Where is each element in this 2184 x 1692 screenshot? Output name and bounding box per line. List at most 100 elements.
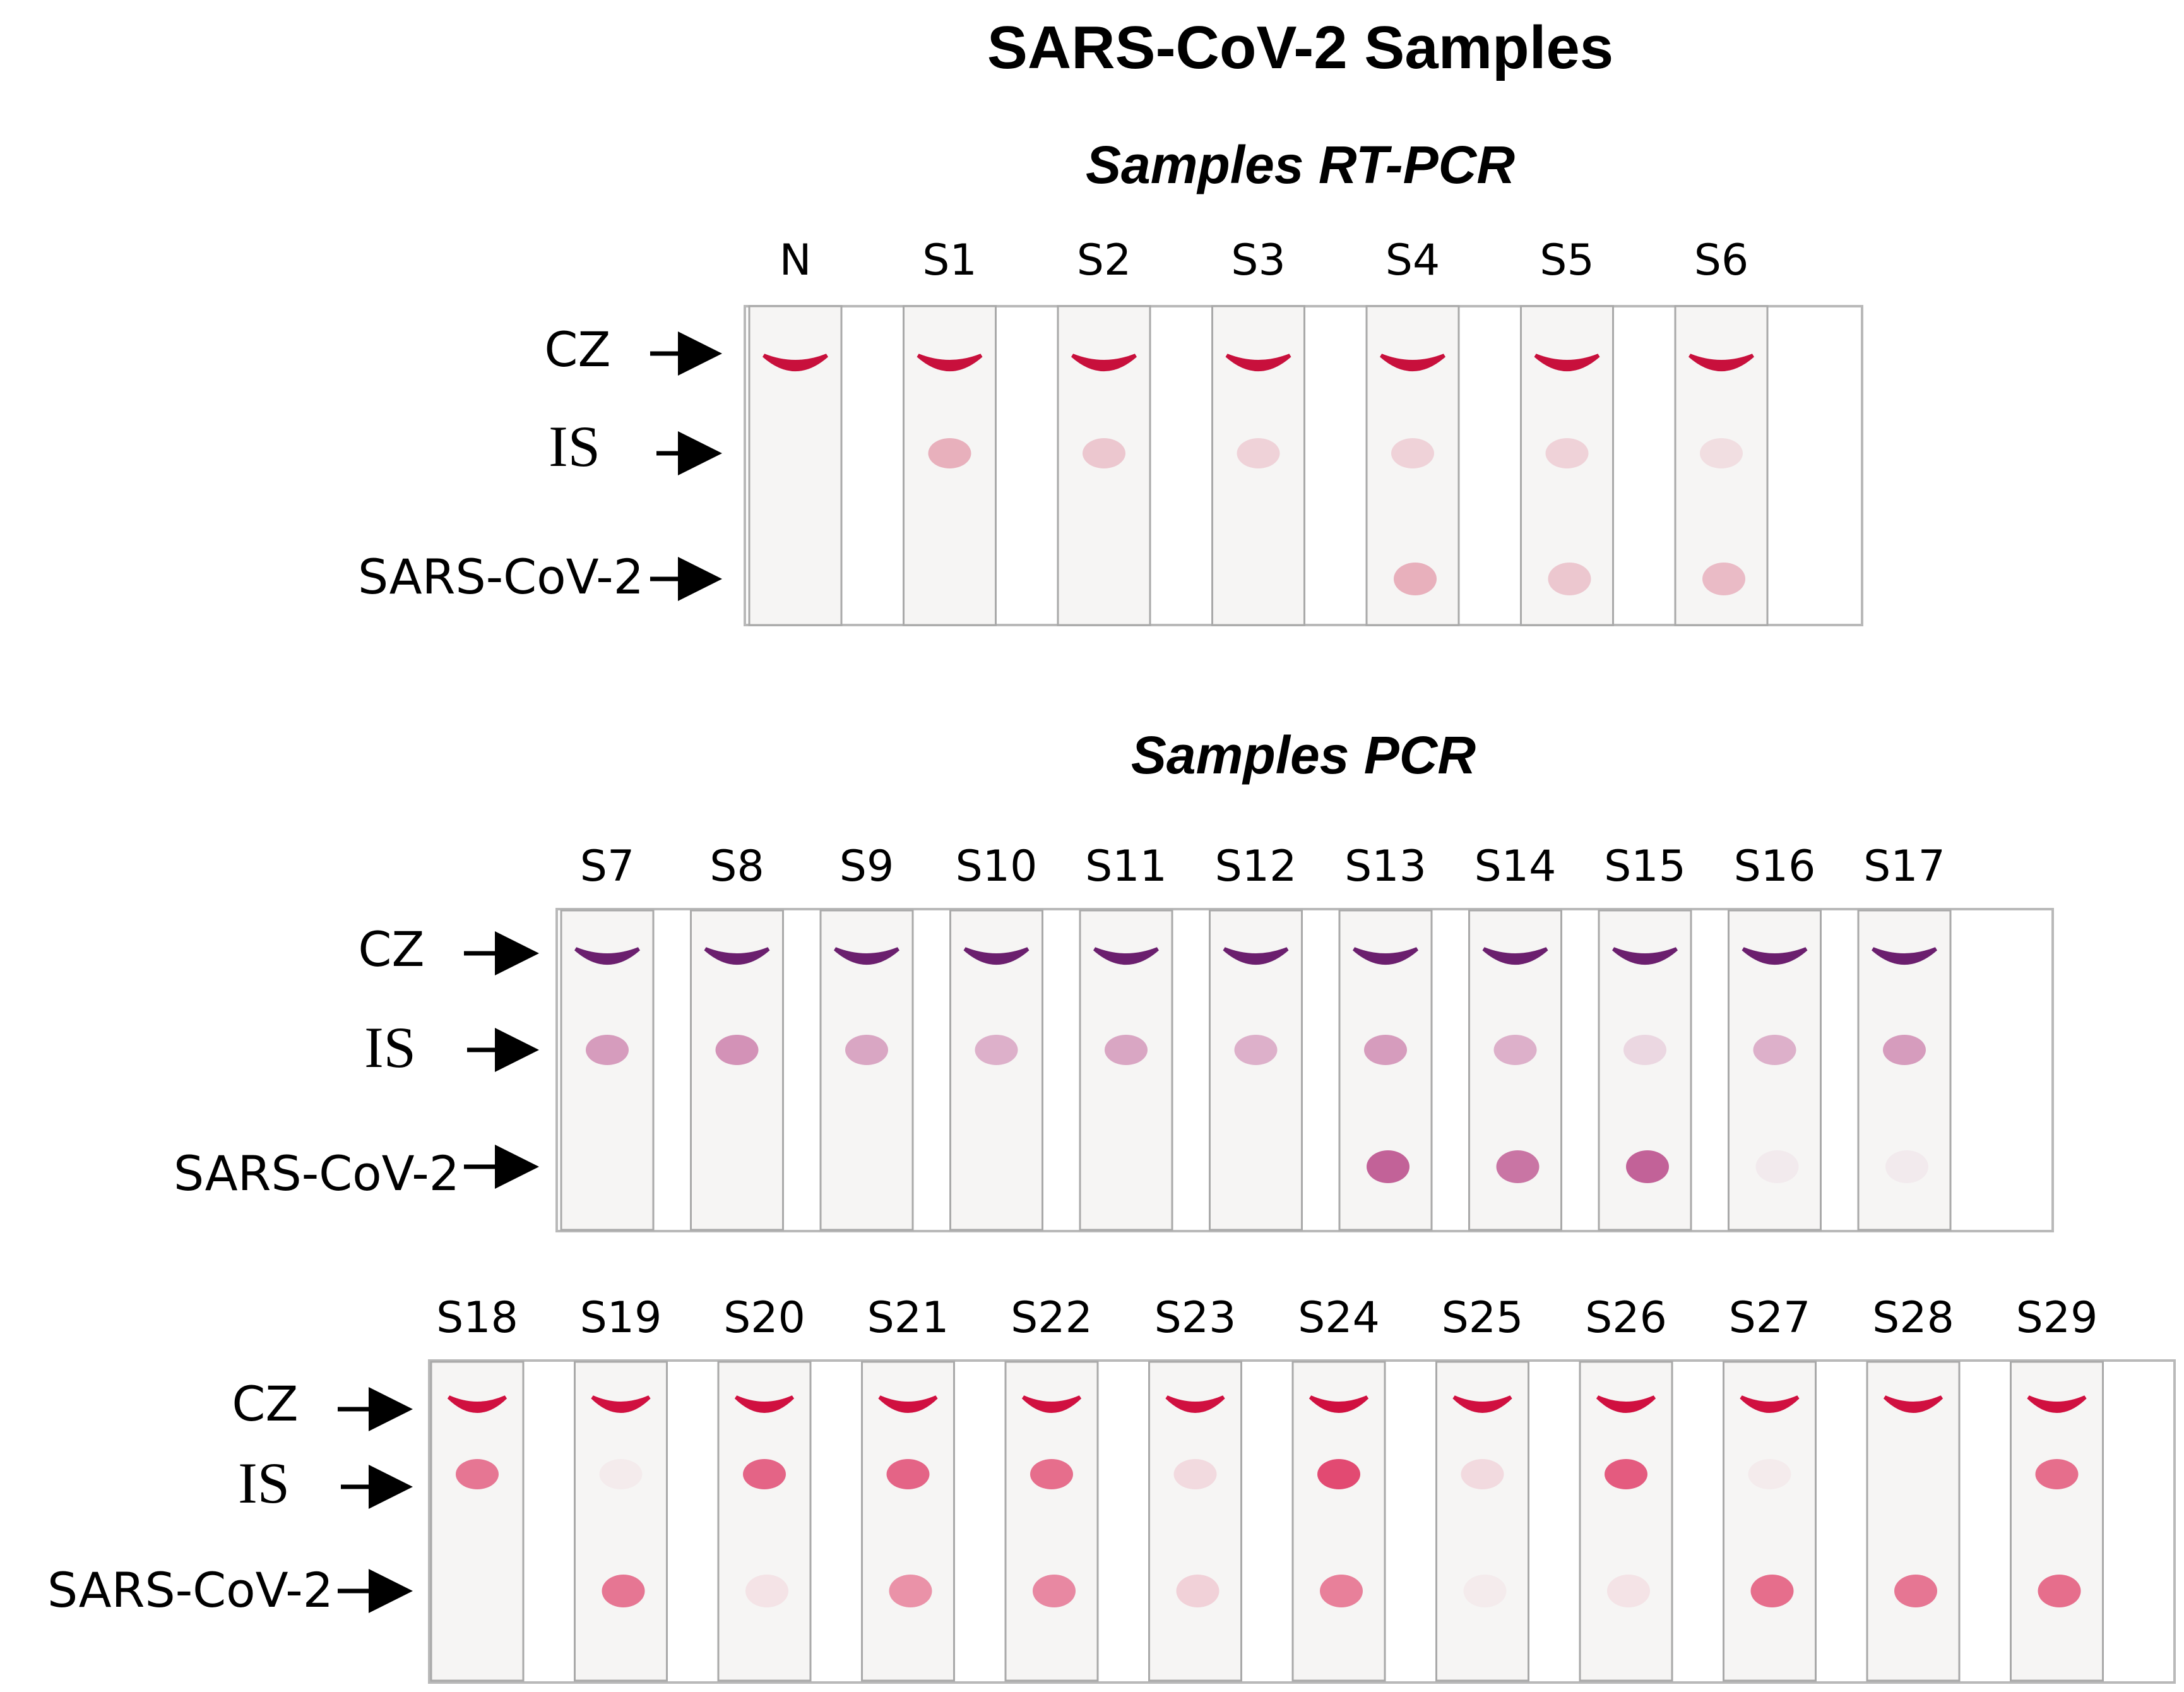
strip-s13: S13: [1338, 842, 1433, 1231]
lane-label: S20: [723, 1293, 805, 1343]
test-strip: [1365, 305, 1460, 626]
row-label-cz: CZ: [544, 321, 610, 378]
lane-label: S16: [1734, 842, 1816, 891]
lane-label: S5: [1540, 235, 1594, 285]
test-strip: [1004, 1361, 1099, 1682]
internal-standard-spot: [1391, 438, 1434, 468]
strip-s21: S21: [861, 1293, 955, 1682]
strip-s26: S26: [1579, 1293, 1673, 1682]
row-label-sars-cov-2: SARS-CoV-2: [174, 1145, 460, 1201]
lane-label: S17: [1863, 842, 1945, 891]
control-zone-band: [1482, 947, 1548, 965]
internal-standard-spot: [586, 1035, 629, 1065]
sars-cov-2-spot: [1894, 1575, 1937, 1607]
lane-label: S28: [1872, 1293, 1954, 1343]
internal-standard-spot: [928, 438, 971, 468]
control-zone-band: [1071, 354, 1137, 371]
lane-label: S7: [580, 842, 634, 891]
lane-label: S22: [1011, 1293, 1093, 1343]
strip-s24: S24: [1291, 1293, 1386, 1682]
strip-s28: S28: [1866, 1293, 1961, 1682]
sars-cov-2-spot: [1885, 1150, 1928, 1183]
sars-cov-2-spot: [1750, 1575, 1794, 1607]
strip-s11: S11: [1079, 842, 1173, 1231]
row-label-cz: CZ: [358, 921, 424, 977]
internal-standard-spot: [1623, 1035, 1666, 1065]
strip-s9: S9: [819, 842, 914, 1231]
lane-label: S19: [580, 1293, 662, 1343]
figure-title: SARS-CoV-2 Samples: [987, 14, 1613, 81]
test-strip: [1723, 1361, 1817, 1682]
sars-cov-2-spot: [1755, 1150, 1799, 1183]
strip-s20: S20: [717, 1293, 812, 1682]
sars-cov-2-spot: [1496, 1150, 1540, 1183]
strip-s2: S2: [1057, 235, 1151, 626]
control-zone-band: [1021, 1395, 1082, 1413]
panel-subtitle-pcr: Samples PCR: [1131, 725, 1476, 785]
lane-label: S14: [1475, 842, 1557, 891]
internal-standard-spot: [845, 1035, 888, 1065]
control-zone-band: [1740, 1395, 1800, 1413]
test-strip: [2010, 1361, 2104, 1682]
control-zone-band: [1380, 354, 1445, 371]
sars-cov-2-spot: [1394, 563, 1437, 595]
lane-label: S15: [1604, 842, 1686, 891]
control-zone-band: [878, 1395, 938, 1413]
strip-s29: S29: [2010, 1293, 2104, 1682]
control-zone-band: [763, 354, 828, 371]
test-strip: [903, 305, 997, 626]
control-zone-band: [963, 947, 1030, 965]
row-label-sars-cov-2: SARS-CoV-2: [47, 1562, 333, 1618]
internal-standard-spot: [1461, 1459, 1504, 1489]
test-strip: [1520, 305, 1614, 626]
strip-s18: S18: [430, 1293, 525, 1682]
panel-frame-pcr-b: [428, 1359, 2176, 1684]
strip-s4: S4: [1365, 235, 1460, 626]
strip-s23: S23: [1148, 1293, 1242, 1682]
internal-standard-spot: [1105, 1035, 1148, 1065]
row-label-sars-cov-2: SARS-CoV-2: [358, 549, 644, 605]
test-strip: [1579, 1361, 1673, 1682]
internal-standard-spot: [456, 1459, 499, 1489]
lane-label: S23: [1154, 1293, 1237, 1343]
strip-s7: S7: [560, 842, 655, 1231]
internal-standard-spot: [1883, 1035, 1926, 1065]
test-strip: [574, 1361, 668, 1682]
lane-label: S27: [1729, 1293, 1811, 1343]
internal-standard-spot: [1364, 1035, 1407, 1065]
control-zone-band: [1452, 1395, 1512, 1413]
test-strip: [1866, 1361, 1961, 1682]
test-strip: [748, 305, 843, 626]
control-zone-band: [834, 947, 899, 965]
strip-s5: S5: [1520, 235, 1614, 626]
lane-label: S4: [1386, 235, 1440, 285]
control-zone-band: [1688, 354, 1754, 371]
internal-standard-spot: [1030, 1459, 1073, 1489]
lane-label: S3: [1231, 235, 1285, 285]
sars-cov-2-spot: [1320, 1575, 1363, 1607]
strip-s19: S19: [574, 1293, 668, 1682]
strip-s8: S8: [690, 842, 784, 1231]
sars-cov-2-spot: [1548, 563, 1591, 595]
internal-standard-spot: [1173, 1459, 1217, 1489]
lane-label: S6: [1694, 235, 1748, 285]
control-zone-band: [1612, 947, 1678, 965]
internal-standard-spot: [1748, 1459, 1791, 1489]
test-strip: [1674, 305, 1769, 626]
strip-s27: S27: [1723, 1293, 1817, 1682]
control-zone-band: [734, 1395, 795, 1413]
lane-label: S29: [2016, 1293, 2098, 1343]
control-zone-band: [1534, 354, 1600, 371]
internal-standard-spot: [1237, 438, 1280, 468]
lane-label: S25: [1442, 1293, 1524, 1343]
internal-standard-spot: [743, 1459, 786, 1489]
internal-standard-spot: [886, 1459, 930, 1489]
sars-cov-2-spot: [1176, 1575, 1220, 1607]
panel-rt-pcr: Samples RT-PCR CZ IS SARS-CoV-2: [358, 135, 1863, 626]
strip-s15: S15: [1598, 842, 1692, 1231]
control-zone-band: [1093, 947, 1159, 965]
control-zone-band: [917, 354, 983, 371]
strip-s6: S6: [1674, 235, 1769, 626]
sars-cov-2-spot: [1463, 1575, 1507, 1607]
sars-cov-2-spot: [1626, 1150, 1669, 1183]
